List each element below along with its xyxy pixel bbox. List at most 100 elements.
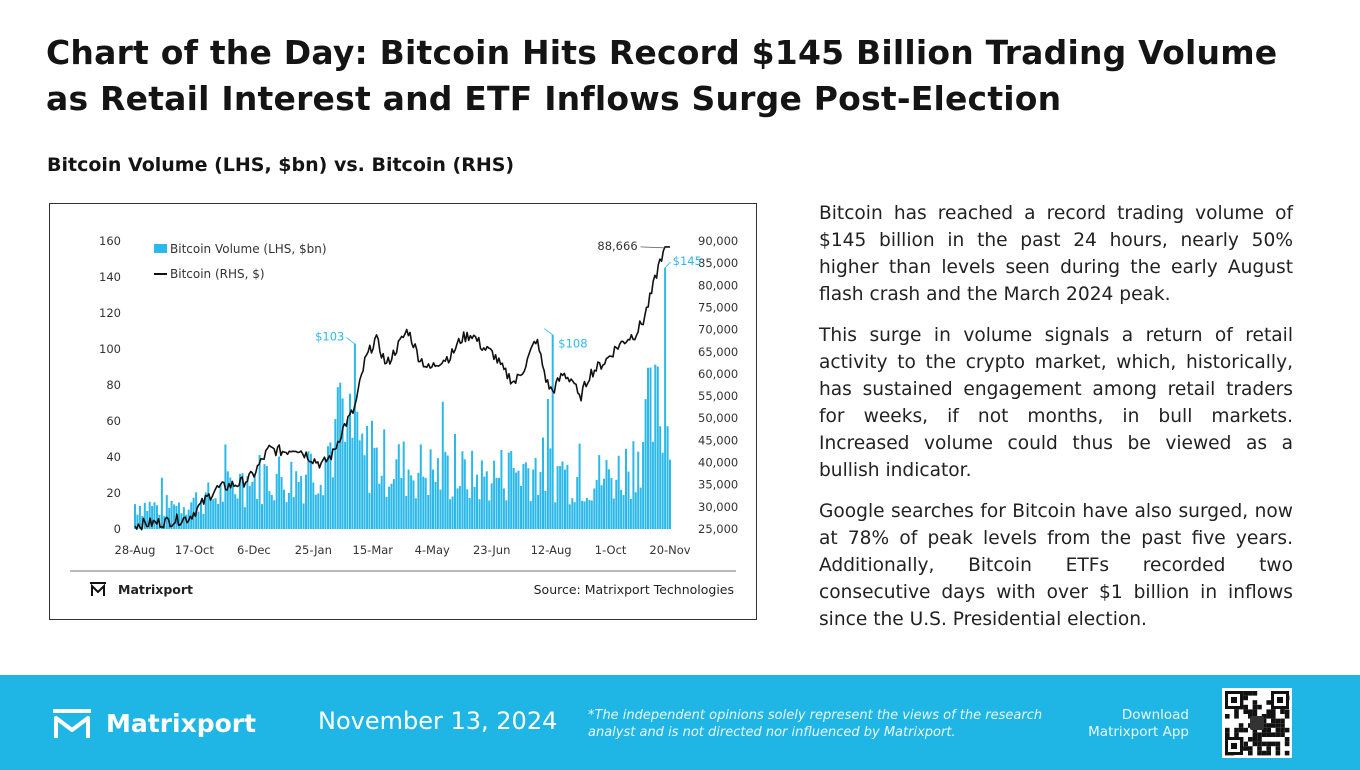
download-app-link[interactable]: Download Matrixport App (1088, 707, 1189, 740)
volume-bar (649, 367, 652, 529)
volume-bar (490, 483, 493, 529)
volume-bar (627, 471, 630, 529)
qr-center-logo (1250, 716, 1264, 730)
volume-bar (258, 455, 261, 529)
x-tick-label: 1-Oct (595, 543, 627, 557)
left-tick-label: 0 (114, 522, 121, 536)
qr-module (1248, 691, 1253, 696)
qr-module (1280, 732, 1285, 737)
volume-bar (170, 500, 173, 529)
x-tick-label: 20-Nov (649, 543, 690, 557)
qr-finder-core (1231, 697, 1237, 703)
annotation-leader (640, 246, 665, 249)
qr-module (1248, 750, 1253, 756)
body-text: Bitcoin has reached a record trading vol… (819, 200, 1293, 647)
volume-bar (603, 478, 605, 529)
qr-code[interactable] (1222, 688, 1292, 758)
volume-bar (314, 494, 317, 529)
right-tick-label: 45,000 (698, 433, 738, 447)
headline: Chart of the Day: Bitcoin Hits Record $1… (46, 33, 1278, 118)
volume-bar (253, 473, 256, 529)
volume-bar (317, 493, 320, 529)
qr-module (1266, 714, 1271, 719)
volume-bar (520, 486, 522, 529)
volume-bar (312, 482, 315, 529)
qr-module (1252, 732, 1258, 737)
qr-module (1257, 732, 1262, 737)
volume-bar (361, 433, 364, 529)
volume-bar (568, 504, 571, 529)
qr-module (1275, 741, 1281, 747)
qr-module (1238, 727, 1244, 733)
volume-bar (358, 440, 361, 529)
qr-module (1284, 714, 1290, 719)
volume-bar (419, 444, 422, 529)
qr-module (1257, 746, 1262, 751)
volume-bar (261, 504, 263, 529)
volume-bar (647, 367, 649, 529)
qr-module (1225, 714, 1230, 719)
qr-module (1266, 746, 1271, 751)
volume-bar (136, 514, 139, 529)
volume-bar (441, 401, 444, 529)
volume-bar (395, 459, 398, 529)
volume-bar (549, 448, 552, 529)
qr-module (1238, 723, 1244, 728)
volume-bar (480, 460, 483, 529)
volume-bar (644, 399, 647, 529)
volume-bar (468, 498, 471, 529)
volume-bar (234, 494, 237, 529)
volume-bar (327, 446, 329, 529)
volume-bar (322, 495, 325, 529)
annotation-price-peak: 88,666 (597, 239, 637, 253)
volume-bar (458, 486, 461, 529)
qr-module (1271, 709, 1276, 714)
qr-module (1280, 718, 1285, 724)
qr-module (1266, 741, 1271, 747)
qr-module (1261, 741, 1267, 747)
volume-bar (429, 449, 432, 529)
volume-bar (559, 466, 562, 529)
volume-bar (353, 343, 356, 529)
x-tick-label: 15-Mar (353, 543, 394, 557)
left-tick-label: 60 (106, 414, 121, 428)
volume-bar (397, 444, 400, 529)
annotation-volume-103: $103 (315, 330, 344, 344)
volume-bar (593, 488, 596, 529)
volume-bar (217, 503, 220, 529)
qr-module (1243, 691, 1248, 696)
volume-bar (309, 453, 312, 529)
volume-bar (221, 501, 224, 529)
volume-bar (407, 469, 410, 529)
right-tick-label: 90,000 (698, 234, 738, 248)
volume-bar (251, 481, 254, 529)
x-axis-ticks: 28-Aug 17-Oct 6-Dec 25-Jan 15-Mar 4-May 23-Jun… (115, 543, 691, 557)
volume-bar (600, 485, 603, 529)
volume-bar (366, 426, 369, 529)
volume-bar (578, 443, 581, 529)
qr-module (1275, 732, 1281, 737)
volume-bar (656, 366, 659, 529)
volume-bar (263, 464, 266, 529)
volume-bar (500, 449, 503, 529)
paragraph-3: Google searches for Bitcoin have also su… (819, 501, 1293, 630)
volume-bar (556, 466, 559, 529)
volume-bar (388, 486, 391, 529)
volume-bar (527, 468, 530, 529)
volume-bar (512, 468, 515, 529)
volume-bar (412, 480, 415, 529)
volume-bar (268, 491, 271, 529)
volume-bar (302, 503, 305, 529)
volume-bar (417, 472, 420, 529)
right-tick-label: 75,000 (698, 301, 738, 315)
volume-bar (297, 482, 300, 529)
volume-bar (564, 469, 566, 529)
volume-bar (461, 451, 464, 529)
volume-bar (405, 496, 408, 529)
volume-bar (256, 499, 259, 529)
volume-bar (605, 460, 608, 529)
volume-bar (319, 484, 322, 529)
volume-bar (598, 455, 601, 529)
matrixport-logo-icon (53, 709, 91, 738)
qr-module (1271, 723, 1276, 728)
